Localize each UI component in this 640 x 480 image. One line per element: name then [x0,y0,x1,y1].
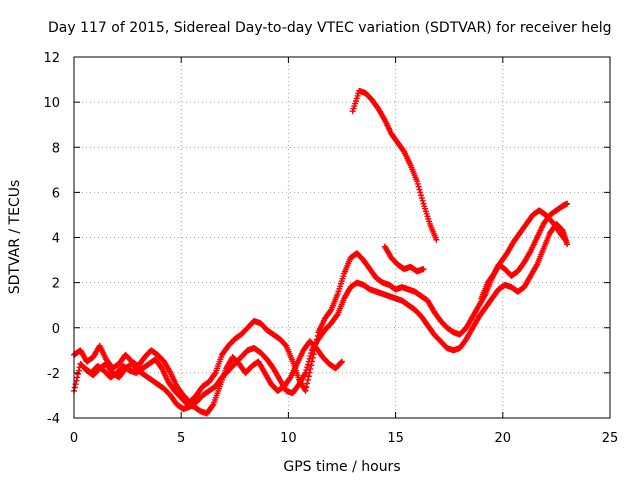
data-point [71,384,78,391]
data-point [308,350,315,357]
y-tick-label: -2 [47,367,60,382]
data-point [416,186,423,193]
data-point [306,355,313,362]
data-point [307,352,314,359]
data-point [302,387,309,394]
data-point [333,312,340,319]
data-point [564,241,571,248]
y-tick-label: 8 [52,141,60,156]
x-tick-labels: 0 5 10 15 20 25 [70,431,618,446]
y-tick-labels: -4 -2 0 2 4 6 8 10 12 [43,51,60,427]
x-tick-label: 10 [280,431,297,446]
series-5 [478,207,568,302]
data-point [304,361,311,368]
data-point [304,364,311,371]
y-axis-label: SDTVAR / TECUs [7,180,23,295]
data-point [417,189,424,196]
x-tick-label: 0 [70,431,78,446]
series-4 [381,243,427,275]
series-2 [81,338,345,417]
data-point [327,307,334,314]
data-point [419,197,426,204]
x-tick-label: 15 [387,431,404,446]
x-tick-label: 25 [602,431,619,446]
y-tick-label: 10 [43,96,60,111]
data-point [308,362,315,369]
data-point [307,365,314,372]
y-tick-label: 4 [52,232,60,247]
y-tick-label: 0 [52,322,60,337]
data-point [303,384,310,391]
data-point [418,195,425,202]
data-point [211,371,218,378]
data-point [74,374,81,381]
data-point [338,359,345,366]
data-point [420,266,427,273]
data-point [561,236,568,243]
y-tick-label: 6 [52,186,60,201]
data-point [414,180,421,187]
y-tick-label: 2 [52,277,60,292]
x-axis-label: GPS time / hours [283,459,400,475]
data-point [564,200,571,207]
data-point [418,192,425,199]
data-point [303,367,310,374]
y-tick-label: -4 [47,412,60,427]
series-0 [71,200,571,406]
data-point [339,358,345,365]
series-1 [71,220,571,412]
x-tick-label: 20 [495,431,512,446]
x-tick-label: 5 [177,431,185,446]
data-point [415,183,422,190]
data-point [304,376,311,383]
data-point [433,236,440,243]
data-point [561,235,568,242]
data-point [209,402,216,409]
data-point [305,358,312,365]
series-3 [349,87,440,243]
data-point [304,380,311,387]
tick-marks [73,56,611,419]
data-point [75,371,82,378]
chart-title: Day 117 of 2015, Sidereal Day-to-day VTE… [48,20,611,36]
data-points [71,87,571,417]
data-point [414,178,421,185]
y-tick-label: 12 [43,51,60,66]
data-point [302,369,309,376]
